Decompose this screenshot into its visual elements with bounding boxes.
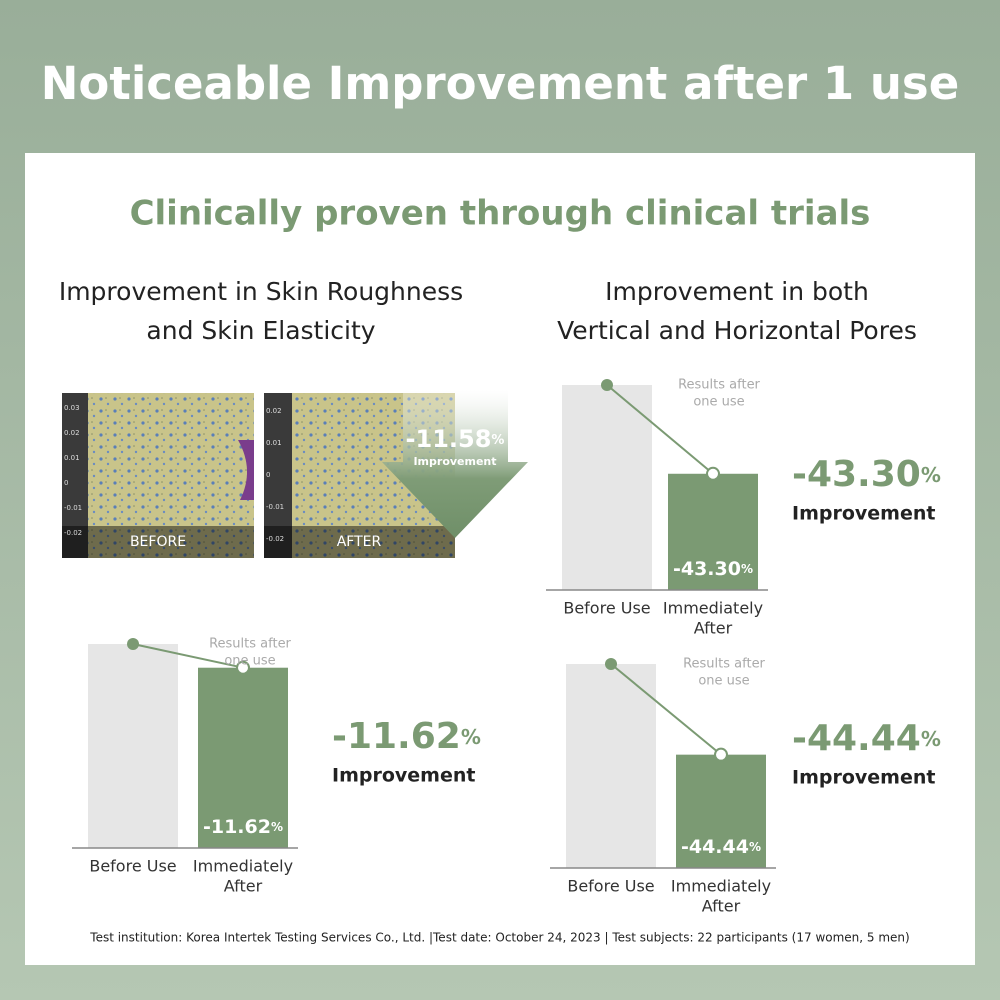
big-value: -43.30%	[792, 454, 941, 495]
note: Results after	[678, 378, 760, 393]
bar-chart: Results after one use -44.44% Before Use Imm…	[550, 657, 941, 916]
tick-label: -0.01	[64, 504, 82, 512]
improvement-word: Improvement	[792, 503, 935, 525]
bar-value-number: -43.30	[673, 558, 741, 580]
improvement-word: Improvement	[332, 765, 475, 787]
tick-label: -0.02	[266, 535, 284, 543]
panel	[25, 153, 975, 965]
title: Noticeable Improvement after 1 use	[41, 57, 959, 110]
note: one use	[698, 674, 749, 689]
category-label: After	[224, 877, 263, 896]
bar-value-unit: %	[271, 820, 283, 834]
bar-value: -43.30%	[673, 558, 753, 580]
after-bar	[668, 473, 758, 590]
category-label: After	[694, 619, 733, 638]
category-label: After	[702, 897, 741, 916]
bar-value: -11.62%	[203, 816, 283, 838]
bar-value-number: -11.62	[203, 816, 271, 838]
after-dot	[706, 466, 720, 481]
left-title: Improvement in Skin Roughness	[59, 277, 463, 306]
right-title: Improvement in both	[605, 277, 869, 306]
category-label: Before Use	[563, 599, 650, 618]
footer: Test institution: Korea Intertek Testing…	[89, 931, 909, 945]
big-value-unit: %	[921, 463, 941, 487]
after-bar	[676, 754, 766, 868]
category-label: Immediately	[193, 857, 293, 876]
after-bar	[198, 667, 288, 848]
after-dot	[714, 747, 728, 762]
before-bar	[566, 664, 656, 868]
after-dot	[236, 660, 250, 675]
tick-label: 0	[64, 479, 68, 487]
before-dot	[605, 658, 617, 670]
bar-value-unit: %	[741, 562, 753, 576]
badge-unit: %	[491, 433, 504, 448]
before-dot	[601, 379, 613, 391]
right-title: Vertical and Horizontal Pores	[557, 316, 917, 345]
category-label: Immediately	[663, 599, 763, 618]
tick-label: 0.01	[64, 454, 80, 462]
after-label: AFTER	[337, 534, 382, 550]
tick-label: 0.02	[64, 429, 80, 437]
big-value: -44.44%	[792, 718, 941, 759]
badge-arrow	[382, 390, 528, 538]
tick-label: -0.01	[266, 503, 284, 511]
before-bar	[88, 644, 178, 848]
big-value-unit: %	[921, 727, 941, 751]
big-value: -11.62%	[332, 716, 481, 757]
trend-line	[606, 384, 714, 475]
note: Results after	[209, 637, 291, 652]
note: one use	[224, 654, 275, 669]
bar-chart: Results after one use -43.30% Before Use Imm…	[546, 378, 941, 638]
tick-label: -0.02	[64, 529, 82, 537]
badge-number: -11.58	[406, 425, 492, 453]
section-titles: Improvement in Skin Roughness and Skin E…	[59, 277, 917, 345]
big-value-unit: %	[461, 725, 481, 749]
big-value-number: -43.30	[792, 454, 921, 495]
badge-value: -11.58%	[406, 425, 505, 453]
before-image: BEFORE	[62, 393, 254, 558]
category-label: Immediately	[671, 877, 771, 896]
left-title: and Skin Elasticity	[146, 316, 375, 345]
note: Results after	[683, 657, 765, 672]
tick-label: 0	[266, 471, 270, 479]
bar-value-number: -44.44	[681, 836, 749, 858]
heading: Clinically proven through clinical trial…	[130, 194, 871, 234]
charts: Results after one use -11.62% Before Use Imm…	[72, 378, 941, 916]
before-label: BEFORE	[130, 534, 186, 550]
note: one use	[693, 395, 744, 410]
tick-label: 0.02	[266, 407, 282, 415]
improvement-word: Improvement	[792, 767, 935, 789]
category-label: Before Use	[567, 877, 654, 896]
badge-word: Improvement	[413, 455, 496, 468]
tick-label: 0.01	[266, 439, 282, 447]
trend-line	[610, 663, 722, 756]
category-label: Before Use	[89, 857, 176, 876]
bar-chart: Results after one use -11.62% Before Use Imm…	[72, 637, 481, 896]
tick-label: 0.03	[64, 404, 80, 412]
trend-line	[132, 643, 244, 669]
before-bar	[562, 385, 652, 590]
before-dot	[127, 638, 139, 650]
big-value-number: -11.62	[332, 716, 461, 757]
big-value-number: -44.44	[792, 718, 921, 759]
bar-value-unit: %	[749, 840, 761, 854]
bar-value: -44.44%	[681, 836, 761, 858]
image-ticks: 0.03 0.02 0.01 0 -0.01 -0.02 0.02 0.01 0 -0.01 -0.…	[64, 404, 284, 543]
